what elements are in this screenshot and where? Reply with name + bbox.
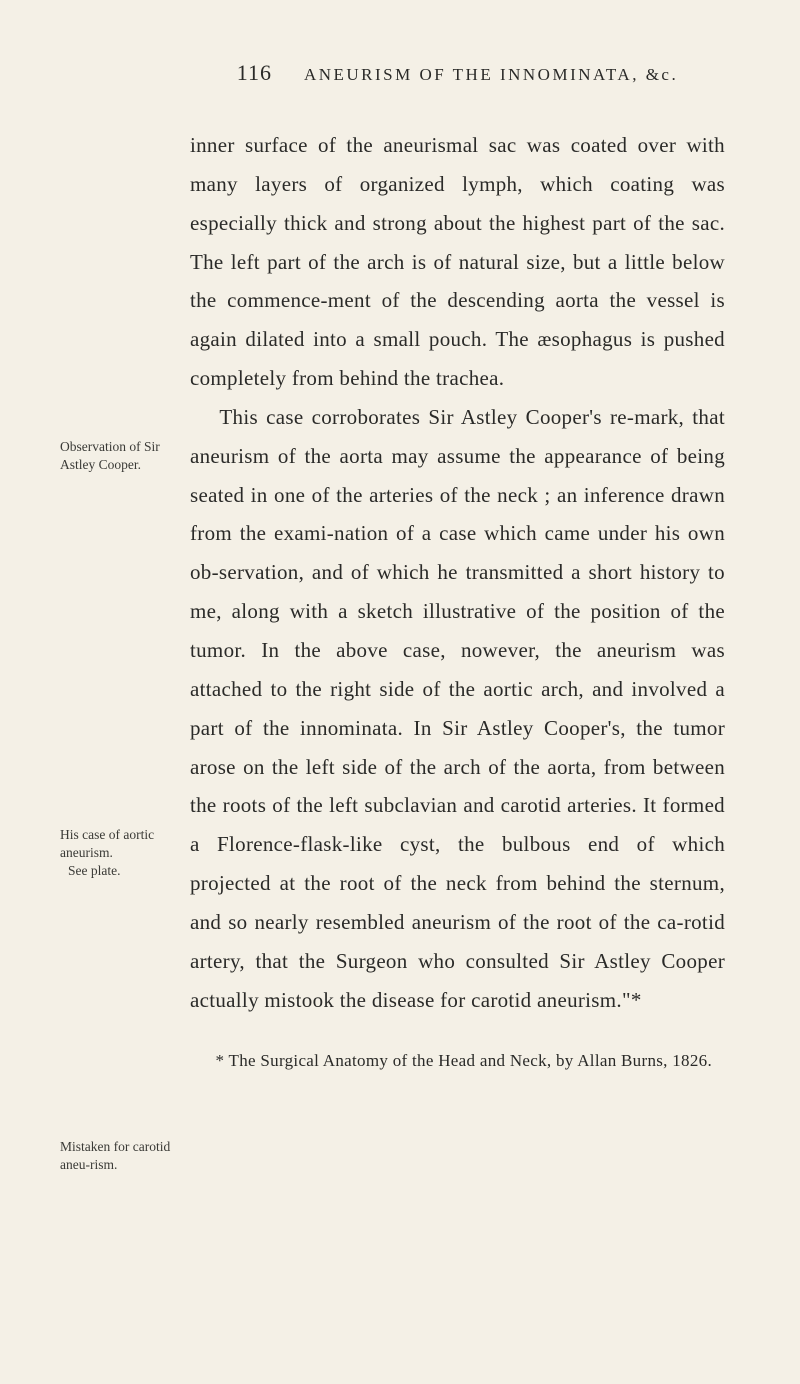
text-column: inner surface of the aneurismal sac was … bbox=[190, 126, 725, 1092]
margin-note-see-plate: See plate. bbox=[68, 862, 120, 880]
margin-note-mistaken: Mistaken for carotid aneu-rism. bbox=[60, 1138, 180, 1174]
running-title: ANEURISM OF THE INNOMINATA, &c. bbox=[304, 65, 678, 84]
page-header: 116 ANEURISM OF THE INNOMINATA, &c. bbox=[190, 60, 725, 86]
page-number: 116 bbox=[237, 60, 272, 85]
margin-note-observation: Observation of Sir Astley Cooper. bbox=[60, 438, 180, 474]
margin-column: Observation of Sir Astley Cooper. His ca… bbox=[60, 126, 190, 1092]
paragraph-2: This case corroborates Sir Astley Cooper… bbox=[190, 398, 725, 1020]
page: 116 ANEURISM OF THE INNOMINATA, &c. Obse… bbox=[0, 0, 800, 1384]
margin-note-his-case: His case of aortic aneurism. See plate. bbox=[60, 826, 180, 881]
footnote: * The Surgical Anatomy of the Head and N… bbox=[190, 1047, 725, 1074]
body-area: Observation of Sir Astley Cooper. His ca… bbox=[60, 126, 725, 1092]
margin-note-aortic: His case of aortic aneurism. bbox=[60, 827, 154, 860]
paragraph-1: inner surface of the aneurismal sac was … bbox=[190, 126, 725, 398]
